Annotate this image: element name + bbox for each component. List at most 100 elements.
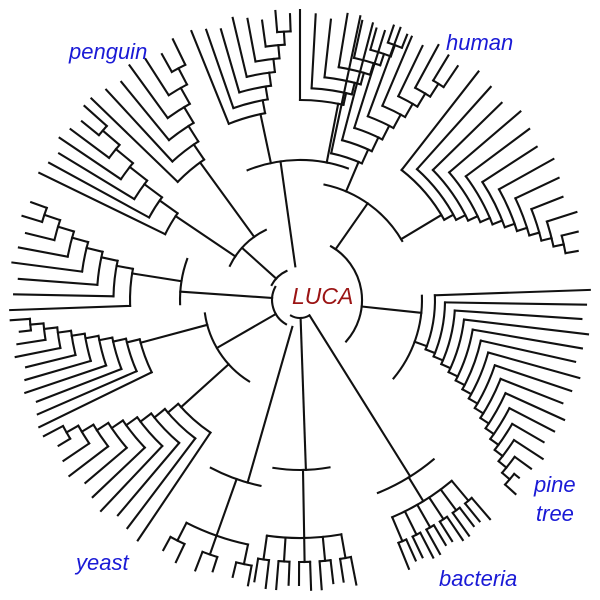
branch-172: [231, 561, 238, 579]
branch-216: [36, 369, 138, 416]
branch-21: [403, 102, 415, 119]
branch-290: [187, 124, 200, 143]
branch-295: [128, 63, 170, 120]
branch-301: [160, 52, 174, 74]
branch-81: [471, 328, 584, 350]
branch-84: [479, 339, 577, 364]
branch-204: [80, 423, 95, 434]
branch-12: [370, 135, 380, 153]
branch-342: [378, 52, 386, 67]
branch-181: [215, 312, 278, 350]
branch-65: [360, 305, 423, 314]
branch-109: [500, 471, 512, 481]
branch-303: [279, 160, 297, 268]
branch-347: [386, 24, 396, 44]
branch-148: [338, 557, 345, 583]
branch-265: [174, 214, 237, 258]
branch-314: [268, 71, 273, 87]
branch-192: [138, 412, 153, 424]
branch-239: [179, 290, 274, 300]
branch-arc-266: [163, 211, 180, 236]
branch-97: [484, 426, 496, 436]
branch-6: [344, 160, 360, 193]
branch-arc-208: [61, 424, 72, 441]
branch-243: [9, 304, 132, 312]
branch-4: [334, 201, 370, 251]
branch-52: [515, 226, 529, 233]
branch-115: [407, 475, 425, 503]
branch-88: [467, 397, 479, 406]
branch-arc-343: [369, 48, 393, 58]
branch-arc-218: [111, 336, 123, 371]
branch-128: [438, 520, 454, 543]
branch-164: [253, 557, 260, 583]
branch-133: [403, 509, 418, 537]
branch-197: [91, 446, 147, 499]
branch-arc-89: [473, 363, 497, 410]
branch-48: [480, 145, 539, 184]
branch-33: [400, 70, 480, 172]
branch-180: [161, 535, 172, 552]
branch-280: [101, 129, 121, 147]
branch-arc-275: [119, 161, 135, 181]
branch-78: [462, 318, 590, 336]
branch-169: [242, 543, 250, 566]
branch-155: [309, 560, 313, 591]
branch-75: [453, 309, 583, 321]
label-tree: tree: [536, 501, 574, 526]
branch-20: [381, 35, 414, 108]
branch-188: [125, 436, 197, 530]
branch-61: [552, 243, 565, 248]
branch-arc-1: [270, 269, 288, 287]
branch-arc-32: [400, 168, 446, 222]
branch-arc-233: [42, 322, 47, 341]
branch-arc-182: [203, 312, 251, 383]
branch-274: [128, 165, 149, 183]
branch-152: [318, 560, 323, 591]
branch-58: [540, 236, 553, 242]
branch-305: [259, 112, 273, 165]
branch-23: [396, 44, 424, 98]
branch-333: [350, 81, 356, 96]
branch-87: [486, 351, 581, 380]
branch-206: [62, 441, 91, 463]
branch-arc-22: [396, 94, 419, 109]
branch-214: [125, 338, 141, 344]
branch-94: [478, 416, 491, 425]
branch-79: [447, 370, 460, 378]
branch-186: [166, 402, 180, 415]
branch-arc-35: [415, 167, 458, 222]
branch-237: [18, 329, 33, 333]
branch-139: [404, 538, 418, 562]
branch-106: [497, 459, 508, 470]
branch-226: [70, 332, 86, 337]
branch-283: [83, 104, 109, 128]
branch-137: [390, 515, 404, 543]
label-penguin: penguin: [69, 39, 148, 64]
branch-arc-254: [66, 230, 76, 258]
label-bacteria: bacteria: [439, 566, 518, 591]
branch-273: [57, 151, 136, 201]
branch-arc-10: [340, 138, 374, 153]
branch-167: [215, 477, 238, 538]
branch-arc-71: [432, 301, 447, 358]
branch-arc-230: [56, 326, 62, 350]
branch-arc-146: [338, 555, 353, 561]
branch-317: [272, 57, 277, 74]
branch-90: [493, 363, 573, 393]
branch-26: [413, 43, 440, 90]
branch-arc-162: [256, 557, 271, 562]
branch-232: [42, 326, 59, 331]
branch-103: [493, 448, 505, 458]
branch-124: [451, 511, 471, 538]
branch-147: [349, 555, 358, 586]
branch-111: [512, 472, 521, 480]
branch-85: [460, 387, 473, 396]
branch-17: [366, 26, 402, 118]
branch-arc-242: [128, 267, 135, 307]
branch-322: [260, 19, 267, 48]
branch-63: [560, 230, 579, 237]
branch-135: [418, 531, 435, 560]
branch-arc-248: [96, 250, 104, 286]
branch-54: [514, 176, 560, 200]
